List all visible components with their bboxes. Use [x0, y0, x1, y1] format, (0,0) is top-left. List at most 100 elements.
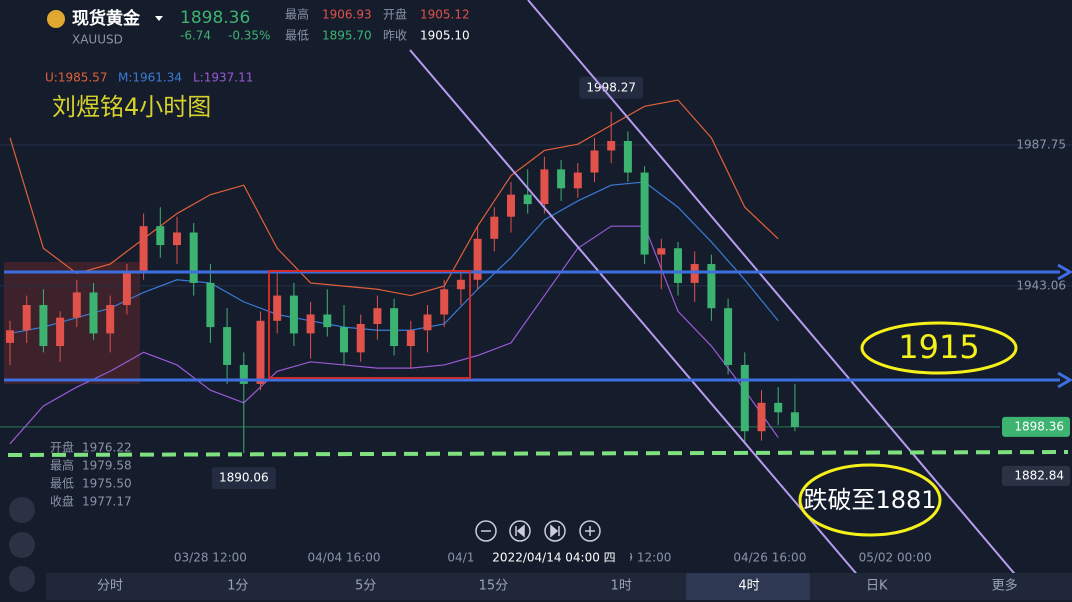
symbol: XAUUSD — [72, 33, 123, 47]
scroll-start[interactable] — [509, 520, 531, 542]
info-value: 1976.22 — [82, 441, 132, 455]
zoom-controls — [475, 520, 601, 542]
candle-body — [256, 320, 265, 384]
stat-label: 昨收 — [383, 29, 407, 43]
target-annotation: 跌破至1881 — [803, 486, 936, 514]
x-tick-label: 04/26 16:00 — [733, 551, 806, 565]
x-tick-label: 03/28 12:00 — [174, 551, 247, 565]
candle-body — [707, 264, 716, 309]
zoom-in[interactable] — [579, 520, 601, 542]
info-value: 1977.17 — [82, 495, 132, 509]
stat-value: 1906.93 — [322, 8, 372, 22]
price-tag — [1002, 416, 1070, 437]
arrow-head — [1057, 263, 1072, 281]
candle-body — [239, 364, 248, 384]
price-tag-label: 1882.84 — [1014, 468, 1064, 482]
stats: 最高 1906.93 开盘 1905.12 最低 1895.70 昨收 1905.10 — [285, 7, 470, 43]
side-tools — [9, 497, 35, 592]
tool-button[interactable] — [9, 532, 35, 558]
candle-body — [674, 248, 682, 283]
candle-body — [173, 232, 181, 246]
crosshair-box — [478, 548, 630, 568]
channel-line — [409, 49, 861, 579]
candle-body — [289, 295, 298, 334]
candle-body — [740, 364, 749, 432]
candle-body — [657, 248, 666, 255]
candle-body — [724, 308, 733, 365]
legend-entry: U:1985.57 — [45, 71, 107, 85]
x-tick-label: 05/02 00:00 — [859, 551, 932, 565]
channel-line — [527, 0, 1031, 593]
toolbar-item[interactable]: 日K — [866, 579, 888, 594]
toolbar-item[interactable]: 更多 — [992, 578, 1018, 594]
stat-value: 1895.70 — [322, 29, 372, 43]
candle-body — [6, 330, 14, 343]
candle-body — [206, 282, 215, 328]
x-tick-label: 04/04 16:00 — [308, 551, 381, 565]
stat-value: 1905.12 — [420, 8, 470, 22]
y-tick-label: 1943.06 — [1016, 278, 1066, 292]
boll-legend: U:1985.57 M:1961.34 L:1937.11 — [45, 71, 253, 85]
y-tick-label: 1987.75 — [1016, 137, 1066, 151]
candle-body — [106, 305, 115, 334]
info-label: 开盘 — [50, 440, 74, 455]
toolbar-item[interactable]: 15分 — [479, 579, 509, 594]
toolbar-item[interactable]: 1分 — [227, 579, 248, 594]
toolbar-item[interactable]: 4时 — [738, 579, 759, 594]
candle-body — [306, 314, 315, 334]
price-tag-label: 1898.36 — [1014, 419, 1064, 433]
ohlc-info: 开盘 1976.22 最高 1979.58 最低 1975.50 收盘 1977.17 — [50, 440, 132, 509]
extreme-label: 1998.27 — [586, 80, 636, 94]
x-tick-label: 04/1 — [447, 551, 474, 565]
extreme-box — [579, 76, 644, 99]
toolbar-item[interactable]: 1时 — [611, 579, 632, 594]
level-annotation: 1915 — [898, 328, 979, 366]
toolbar-selected — [686, 573, 810, 600]
candle-body — [590, 150, 599, 173]
info-label: 最高 — [50, 458, 74, 473]
gold-icon — [47, 10, 65, 28]
stat-label: 最低 — [285, 29, 309, 43]
tool-button[interactable] — [9, 566, 35, 592]
candle-body — [507, 194, 515, 217]
highlight-ellipse — [860, 321, 1018, 375]
candle-body — [139, 226, 148, 274]
candle-body — [640, 172, 649, 255]
candle-body — [356, 323, 365, 353]
candle-body — [623, 141, 632, 173]
legend-entry: M:1961.34 — [118, 71, 182, 85]
info-value: 1975.50 — [82, 477, 132, 491]
plot: 1987.75 1943.06 03/28 12:00 04/04 16:00 04/1… — [0, 76, 1072, 565]
toolbar-item[interactable]: 分时 — [97, 579, 123, 594]
tool-button[interactable] — [9, 497, 35, 523]
legend-entry: L:1937.11 — [193, 71, 253, 85]
candle-body — [323, 314, 332, 328]
price-tag — [1002, 465, 1070, 486]
zoom-out[interactable] — [475, 520, 497, 542]
boll-line — [9, 225, 779, 445]
boll-line — [9, 99, 779, 297]
stat-value: 1905.10 — [420, 29, 470, 43]
extreme-label: 1890.06 — [219, 471, 269, 485]
toolbar-item[interactable]: 5分 — [355, 579, 376, 594]
candle-body — [473, 238, 482, 280]
candle-body — [607, 141, 616, 151]
info-label: 最低 — [50, 477, 74, 491]
candle-body — [573, 172, 582, 189]
candle-body — [39, 305, 48, 347]
candle-body — [757, 402, 766, 432]
candle-body — [156, 226, 165, 246]
candle-body — [440, 289, 449, 315]
candle-body — [557, 169, 566, 189]
dropdown-icon[interactable] — [155, 16, 163, 21]
candle-body — [406, 330, 415, 347]
scroll-end[interactable] — [544, 520, 566, 542]
instrument-name: 现货黄金 — [72, 8, 141, 29]
arrow-head — [1057, 371, 1072, 389]
candle-body — [223, 327, 232, 365]
highlight-ellipse — [798, 463, 942, 537]
info-value: 1979.58 — [82, 459, 132, 473]
candle-body — [189, 232, 198, 283]
info-label: 收盘 — [50, 494, 74, 509]
